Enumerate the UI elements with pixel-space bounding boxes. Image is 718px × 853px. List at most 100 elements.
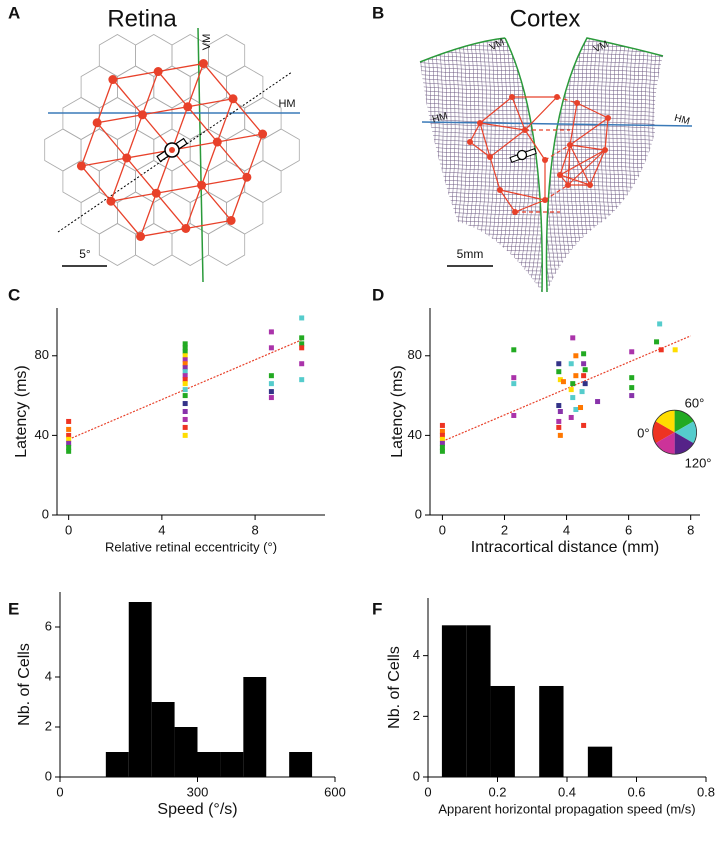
mesh-line bbox=[420, 145, 543, 152]
mesh-node bbox=[509, 94, 515, 100]
data-point bbox=[573, 353, 579, 359]
retina-diagram: VM HM bbox=[44, 27, 300, 283]
wheel-outline bbox=[652, 409, 698, 455]
mesh-edge bbox=[511, 96, 526, 131]
data-point bbox=[439, 422, 445, 428]
lattice-edge bbox=[187, 98, 234, 108]
data-point bbox=[66, 432, 72, 438]
data-point bbox=[182, 377, 188, 383]
data-point bbox=[439, 448, 445, 454]
lattice-node bbox=[242, 172, 252, 182]
mesh-line bbox=[546, 88, 663, 95]
mesh-edge bbox=[469, 141, 491, 158]
lattice-edge bbox=[158, 62, 204, 73]
data-point bbox=[568, 361, 574, 367]
mesh-line bbox=[420, 73, 543, 80]
data-point bbox=[439, 428, 445, 434]
scale-label: 5mm bbox=[457, 247, 484, 261]
lattice-node bbox=[228, 94, 238, 104]
lattice-edge bbox=[230, 177, 248, 221]
y-axis-label: Nb. of Cells bbox=[386, 646, 403, 729]
y-tick-label: 40 bbox=[408, 427, 422, 442]
y-tick-label: 0 bbox=[42, 506, 49, 521]
mesh-edge bbox=[524, 129, 546, 161]
x-tick-label: 6 bbox=[625, 522, 632, 537]
vm-border bbox=[545, 37, 664, 293]
lattice-edge bbox=[81, 157, 127, 167]
mesh-line bbox=[420, 165, 543, 172]
mesh-line bbox=[546, 100, 663, 107]
lattice-edge bbox=[201, 176, 247, 186]
data-point bbox=[570, 381, 576, 387]
mesh-line bbox=[546, 144, 663, 151]
mesh-line bbox=[546, 56, 663, 63]
data-point bbox=[557, 409, 563, 414]
data-point bbox=[657, 321, 663, 327]
lattice-edge bbox=[200, 141, 218, 186]
lattice-edge bbox=[156, 184, 202, 194]
x-tick-label: 0.2 bbox=[488, 784, 506, 799]
wheel-label: 120° bbox=[685, 456, 712, 471]
data-point bbox=[629, 375, 635, 381]
histogram-bar bbox=[174, 727, 198, 777]
panel-label: A bbox=[8, 3, 20, 22]
histogram-bar bbox=[289, 752, 313, 777]
mesh-node bbox=[512, 209, 518, 215]
lattice-edge bbox=[96, 79, 114, 123]
lattice-node bbox=[76, 161, 86, 171]
data-point bbox=[578, 405, 584, 411]
mesh-line bbox=[546, 72, 663, 79]
mesh-edge bbox=[569, 102, 578, 146]
mesh-line bbox=[546, 38, 557, 292]
data-point bbox=[182, 393, 188, 399]
data-point bbox=[556, 361, 562, 367]
mesh-line bbox=[420, 117, 543, 124]
histogram-bar bbox=[128, 602, 152, 777]
mesh-line bbox=[420, 125, 543, 132]
histogram-bar bbox=[243, 677, 267, 777]
x-tick-label: 4 bbox=[563, 522, 570, 537]
mesh-line bbox=[546, 148, 663, 155]
mesh-edge bbox=[499, 189, 546, 201]
lattice-edge bbox=[201, 184, 232, 221]
lattice-edge bbox=[110, 200, 142, 237]
data-point bbox=[182, 365, 188, 371]
x-tick-label: 0 bbox=[439, 522, 446, 537]
lattice-node bbox=[181, 223, 191, 233]
mesh-line bbox=[420, 113, 543, 120]
mesh-line bbox=[420, 93, 543, 100]
mesh-node bbox=[542, 197, 548, 203]
mesh-line bbox=[420, 65, 543, 72]
lattice-node bbox=[106, 196, 116, 206]
mesh-line bbox=[420, 157, 543, 164]
lattice-edge bbox=[202, 63, 234, 100]
y-tick-label: 0 bbox=[413, 768, 420, 783]
data-point bbox=[66, 426, 72, 432]
data-point bbox=[582, 381, 588, 387]
data-point bbox=[268, 381, 274, 387]
x-axis-label: Relative retinal eccentricity (°) bbox=[105, 539, 277, 554]
mesh-line bbox=[546, 76, 663, 83]
mesh-line bbox=[420, 141, 543, 148]
data-point bbox=[66, 440, 72, 446]
mesh-line bbox=[546, 108, 663, 115]
data-point bbox=[570, 335, 576, 341]
mesh-line bbox=[546, 60, 663, 67]
lattice-edge bbox=[110, 192, 157, 202]
mesh-edge bbox=[569, 117, 609, 146]
data-point bbox=[66, 448, 72, 454]
lattice-edge bbox=[126, 157, 157, 194]
data-point bbox=[268, 329, 274, 335]
data-point bbox=[182, 341, 188, 347]
lattice-edge bbox=[217, 133, 263, 143]
histogram-bar bbox=[151, 702, 175, 777]
mesh-line bbox=[420, 161, 543, 168]
lattice-node bbox=[226, 215, 236, 225]
data-point bbox=[568, 387, 574, 393]
y-tick-label: 80 bbox=[408, 347, 422, 362]
data-point bbox=[299, 361, 305, 367]
lattice-edge bbox=[216, 98, 234, 143]
data-point bbox=[573, 373, 579, 379]
wheel-label: 60° bbox=[685, 396, 705, 411]
projection-edge bbox=[544, 184, 569, 201]
